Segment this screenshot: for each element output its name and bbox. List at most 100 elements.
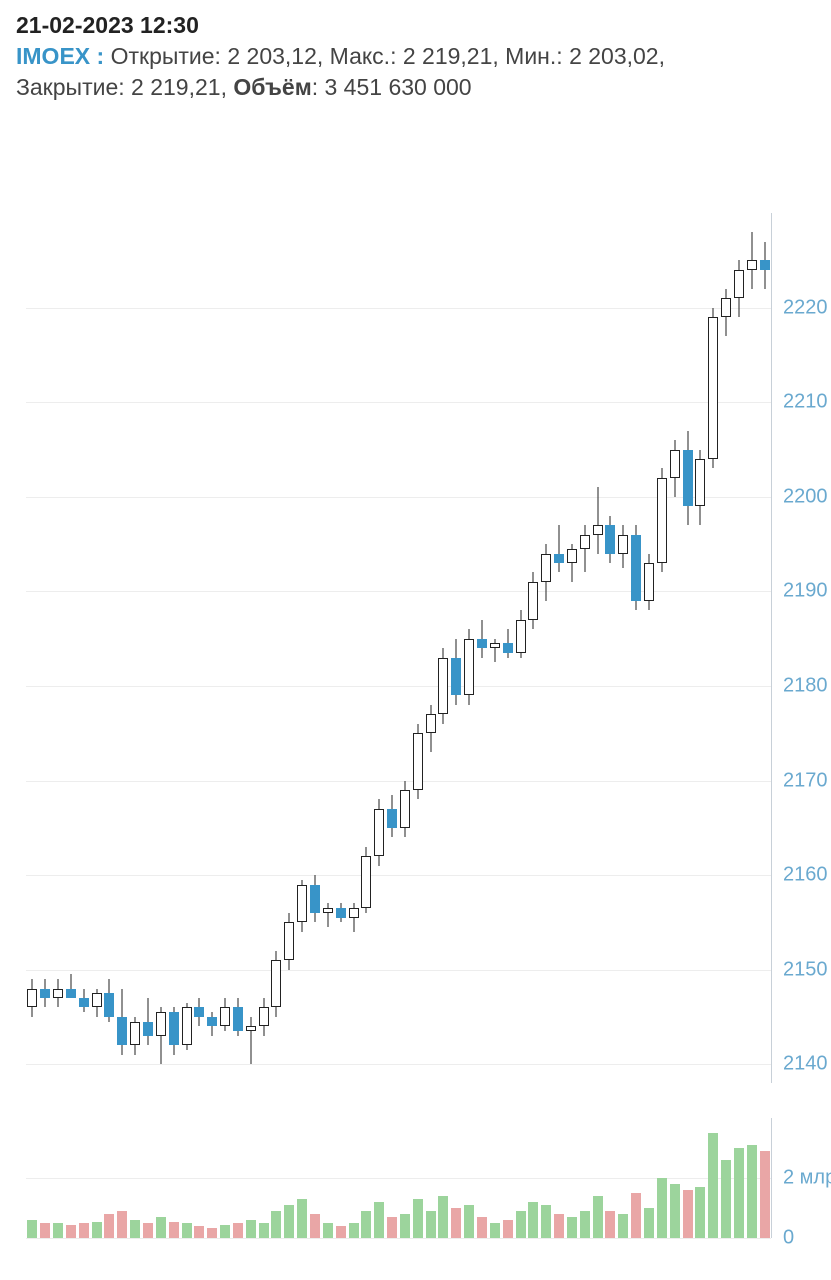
volume-bar[interactable] [413,1199,423,1238]
volume-bar[interactable] [233,1223,243,1238]
volume-bar[interactable] [79,1223,89,1238]
volume-bar[interactable] [387,1217,397,1238]
volume-bar[interactable] [721,1160,731,1238]
volume-bar[interactable] [695,1187,705,1238]
candle[interactable] [734,213,744,1083]
candle[interactable] [79,213,89,1083]
candle[interactable] [233,213,243,1083]
candle[interactable] [567,213,577,1083]
candle[interactable] [117,213,127,1083]
candle[interactable] [40,213,50,1083]
volume-bar[interactable] [477,1217,487,1238]
candle[interactable] [259,213,269,1083]
volume-bar[interactable] [631,1193,641,1238]
volume-bar[interactable] [554,1214,564,1238]
candle[interactable] [477,213,487,1083]
candle[interactable] [361,213,371,1083]
candle[interactable] [451,213,461,1083]
volume-chart[interactable] [26,1118,772,1238]
volume-bar[interactable] [618,1214,628,1238]
volume-bar[interactable] [182,1223,192,1238]
candle[interactable] [747,213,757,1083]
volume-bar[interactable] [246,1220,256,1238]
candle[interactable] [721,213,731,1083]
volume-bar[interactable] [323,1223,333,1238]
volume-bar[interactable] [117,1211,127,1238]
candle[interactable] [580,213,590,1083]
candle[interactable] [683,213,693,1083]
volume-bar[interactable] [336,1226,346,1238]
candlestick-chart[interactable] [26,213,772,1083]
volume-bar[interactable] [438,1196,448,1238]
candle[interactable] [618,213,628,1083]
candle[interactable] [503,213,513,1083]
volume-bar[interactable] [297,1199,307,1238]
candle[interactable] [182,213,192,1083]
candle[interactable] [631,213,641,1083]
volume-bar[interactable] [169,1222,179,1239]
volume-bar[interactable] [284,1205,294,1238]
volume-bar[interactable] [40,1223,50,1238]
candle[interactable] [130,213,140,1083]
candle[interactable] [400,213,410,1083]
candle[interactable] [438,213,448,1083]
volume-bar[interactable] [490,1223,500,1238]
volume-bar[interactable] [53,1223,63,1238]
volume-bar[interactable] [670,1184,680,1238]
candle[interactable] [169,213,179,1083]
ticker-symbol[interactable]: IMOEX [16,43,90,69]
volume-bar[interactable] [220,1225,230,1239]
volume-bar[interactable] [516,1211,526,1238]
volume-bar[interactable] [66,1225,76,1239]
volume-bar[interactable] [349,1223,359,1238]
volume-bar[interactable] [104,1214,114,1238]
candle[interactable] [657,213,667,1083]
volume-bar[interactable] [130,1220,140,1238]
candle[interactable] [143,213,153,1083]
candle[interactable] [297,213,307,1083]
candle[interactable] [220,213,230,1083]
candle[interactable] [541,213,551,1083]
candle[interactable] [528,213,538,1083]
candle[interactable] [593,213,603,1083]
candle[interactable] [387,213,397,1083]
candle[interactable] [194,213,204,1083]
volume-bar[interactable] [426,1211,436,1238]
volume-bar[interactable] [605,1211,615,1238]
volume-bar[interactable] [271,1211,281,1238]
candle[interactable] [760,213,770,1083]
candle[interactable] [695,213,705,1083]
candle[interactable] [156,213,166,1083]
volume-bar[interactable] [92,1222,102,1239]
candle[interactable] [27,213,37,1083]
candle[interactable] [53,213,63,1083]
volume-bar[interactable] [503,1220,513,1238]
volume-bar[interactable] [143,1223,153,1238]
volume-bar[interactable] [156,1217,166,1238]
candle[interactable] [464,213,474,1083]
volume-bar[interactable] [361,1211,371,1238]
volume-bar[interactable] [207,1228,217,1239]
candle[interactable] [66,213,76,1083]
candle[interactable] [490,213,500,1083]
volume-bar[interactable] [451,1208,461,1238]
candle[interactable] [323,213,333,1083]
volume-bar[interactable] [400,1214,410,1238]
candle[interactable] [605,213,615,1083]
candle[interactable] [349,213,359,1083]
candle[interactable] [554,213,564,1083]
candle[interactable] [516,213,526,1083]
volume-bar[interactable] [593,1196,603,1238]
candle[interactable] [104,213,114,1083]
volume-bar[interactable] [541,1205,551,1238]
candle[interactable] [284,213,294,1083]
candle[interactable] [670,213,680,1083]
volume-bar[interactable] [464,1205,474,1238]
candle[interactable] [207,213,217,1083]
volume-bar[interactable] [580,1211,590,1238]
volume-bar[interactable] [194,1226,204,1238]
candle[interactable] [413,213,423,1083]
candle[interactable] [426,213,436,1083]
volume-bar[interactable] [374,1202,384,1238]
candle[interactable] [644,213,654,1083]
